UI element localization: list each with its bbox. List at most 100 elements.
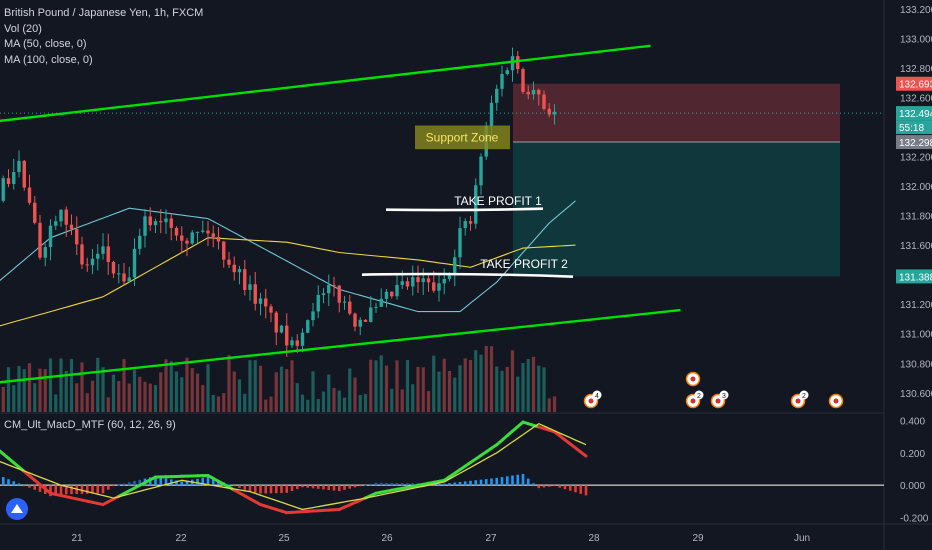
candle[interactable] xyxy=(395,284,399,297)
candle[interactable] xyxy=(416,277,420,283)
candle[interactable] xyxy=(69,224,74,230)
candle[interactable] xyxy=(531,89,536,95)
volume-indicator-label[interactable]: Vol (20) xyxy=(4,22,42,35)
candle[interactable] xyxy=(22,160,26,188)
candle[interactable] xyxy=(122,273,126,282)
candle[interactable] xyxy=(516,56,520,70)
candle[interactable] xyxy=(363,319,368,322)
candle[interactable] xyxy=(111,261,116,274)
candle[interactable] xyxy=(421,278,425,283)
candle[interactable] xyxy=(274,312,278,333)
candle[interactable] xyxy=(468,221,473,224)
signal-line[interactable] xyxy=(0,422,587,511)
candle[interactable] xyxy=(489,102,494,126)
candle[interactable] xyxy=(127,277,131,282)
candle[interactable] xyxy=(316,295,320,312)
candle[interactable] xyxy=(495,88,499,103)
candle[interactable] xyxy=(442,278,446,284)
ma100-indicator-label[interactable]: MA (100, close, 0) xyxy=(4,53,93,66)
candle[interactable] xyxy=(337,285,341,303)
candle[interactable] xyxy=(90,258,95,266)
candle[interactable] xyxy=(510,56,515,71)
candle[interactable] xyxy=(201,230,205,232)
candle[interactable] xyxy=(458,228,462,258)
candle[interactable] xyxy=(279,325,284,333)
candle[interactable] xyxy=(342,301,347,303)
candle[interactable] xyxy=(348,301,352,314)
candle[interactable] xyxy=(537,89,541,95)
candle[interactable] xyxy=(180,235,184,241)
candle[interactable] xyxy=(374,306,378,308)
candle[interactable] xyxy=(80,244,84,265)
candle[interactable] xyxy=(164,218,168,223)
candle[interactable] xyxy=(143,216,147,236)
candle[interactable] xyxy=(400,281,404,285)
candle[interactable] xyxy=(12,172,16,184)
candle[interactable] xyxy=(390,291,394,297)
candle[interactable] xyxy=(542,94,546,109)
candle[interactable] xyxy=(190,232,194,244)
take-profit-2-line[interactable] xyxy=(361,272,574,278)
candle[interactable] xyxy=(54,221,58,226)
candle[interactable] xyxy=(327,284,331,294)
upper-trendline[interactable] xyxy=(0,44,651,123)
candle[interactable] xyxy=(43,247,47,258)
candle[interactable] xyxy=(17,160,21,173)
candle[interactable] xyxy=(222,241,226,260)
ma100-line[interactable] xyxy=(0,200,576,313)
candle[interactable] xyxy=(75,229,79,245)
candle[interactable] xyxy=(6,178,11,184)
candle[interactable] xyxy=(290,340,294,346)
candle[interactable] xyxy=(405,281,410,287)
candle[interactable] xyxy=(138,235,142,249)
macd-indicator-label[interactable]: CM_Ult_MacD_MTF (60, 12, 26, 9) xyxy=(4,419,176,431)
candle[interactable] xyxy=(447,275,452,279)
lower-trendline[interactable] xyxy=(0,308,681,384)
candle[interactable] xyxy=(300,332,305,346)
candle[interactable] xyxy=(463,221,467,229)
candle[interactable] xyxy=(195,231,200,233)
candle[interactable] xyxy=(384,291,389,299)
candle[interactable] xyxy=(521,69,525,92)
candle[interactable] xyxy=(285,325,289,346)
candle[interactable] xyxy=(505,70,509,75)
tradingview-logo-icon[interactable] xyxy=(6,498,28,520)
candle[interactable] xyxy=(353,313,357,327)
candle[interactable] xyxy=(269,306,273,313)
candle[interactable] xyxy=(500,74,504,89)
candle[interactable] xyxy=(169,218,173,228)
candle[interactable] xyxy=(379,298,383,307)
candle[interactable] xyxy=(106,246,110,262)
candle[interactable] xyxy=(552,111,557,115)
candle[interactable] xyxy=(248,284,252,290)
candle[interactable] xyxy=(148,216,152,226)
candle[interactable] xyxy=(101,246,105,254)
candle[interactable] xyxy=(321,293,326,296)
candle[interactable] xyxy=(206,230,210,234)
candle[interactable] xyxy=(48,225,53,248)
candle[interactable] xyxy=(159,221,163,223)
candle[interactable] xyxy=(295,340,299,346)
candle[interactable] xyxy=(96,253,100,259)
candle[interactable] xyxy=(117,273,121,275)
candle[interactable] xyxy=(432,282,436,291)
candle[interactable] xyxy=(211,233,215,237)
candle[interactable] xyxy=(38,222,42,258)
candle[interactable] xyxy=(332,284,336,286)
candle[interactable] xyxy=(232,264,236,273)
candle[interactable] xyxy=(85,264,89,266)
candle[interactable] xyxy=(547,108,551,115)
candle[interactable] xyxy=(153,221,158,226)
candle[interactable] xyxy=(64,209,68,225)
candle[interactable] xyxy=(243,269,247,290)
candle[interactable] xyxy=(411,277,415,287)
candle[interactable] xyxy=(27,187,32,203)
candle[interactable] xyxy=(358,319,362,327)
candle[interactable] xyxy=(453,257,457,276)
candle[interactable] xyxy=(526,91,530,95)
candle[interactable] xyxy=(306,320,310,333)
take-profit-zone[interactable] xyxy=(513,142,840,277)
candle[interactable] xyxy=(237,269,242,273)
symbol-title[interactable]: British Pound / Japanese Yen, 1h, FXCM xyxy=(4,7,204,19)
